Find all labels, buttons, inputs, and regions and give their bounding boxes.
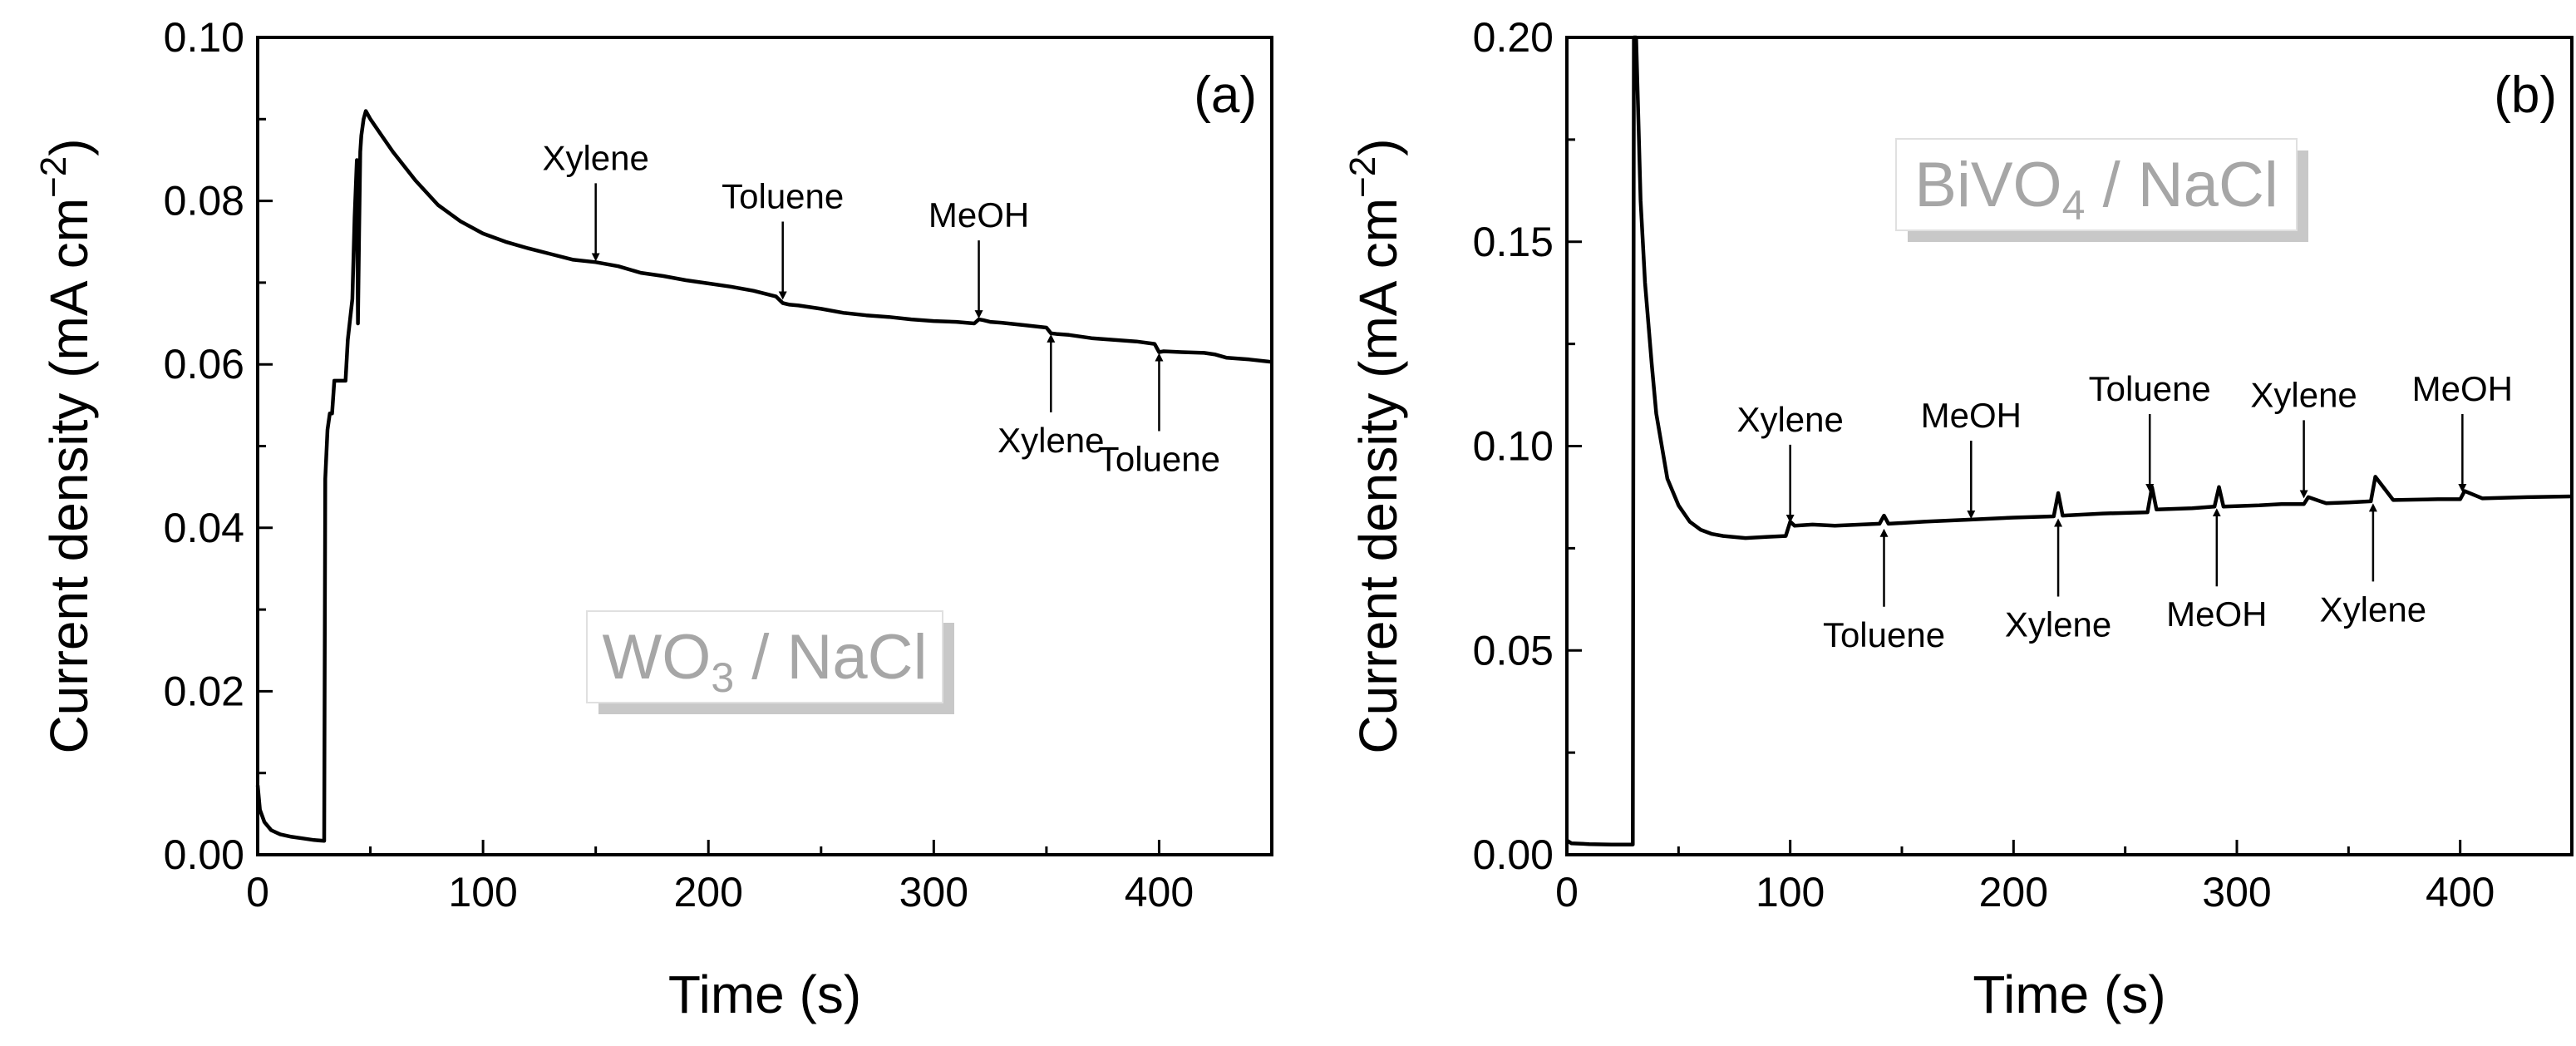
annotation-label: MeOH — [928, 195, 1029, 234]
chart-panel-a: 0 100 200 300 400 0.00 0.02 0.04 0.06 0.08 0.10 WO… — [33, 14, 1273, 1024]
y-tick-label: 0.10 — [164, 14, 244, 61]
axis-ticks: 0 100 200 300 400 0.00 0.05 0.10 0.15 0.20 — [1473, 14, 2574, 915]
annotation-label: MeOH — [2166, 595, 2267, 634]
y-tick-label: 0.20 — [1473, 14, 1554, 61]
annotation-label: Toluene — [1098, 439, 1220, 478]
x-tick-label: 100 — [448, 869, 517, 915]
panel-label: (b) — [2494, 67, 2557, 124]
inset-label-box: WO3 / NaCl — [586, 610, 954, 714]
y-tick-label: 0.05 — [1473, 627, 1554, 673]
inset-background — [1895, 138, 2298, 231]
annotation-label: Toluene — [1823, 615, 1945, 654]
inset-background — [586, 610, 943, 703]
axis-ticks: 0 100 200 300 400 0.00 0.02 0.04 0.06 0.08 0.10 — [164, 14, 1273, 915]
y-tick-label: 0.00 — [1473, 831, 1554, 878]
annotation-label: Toluene — [722, 177, 844, 216]
y-axis-title: Current density (mA cm−2) — [1342, 138, 1408, 753]
x-tick-label: 200 — [674, 869, 743, 915]
x-tick-label: 0 — [246, 869, 269, 915]
annotation-label: Xylene — [542, 138, 648, 177]
x-tick-label: 200 — [1979, 869, 2048, 915]
x-tick-label: 0 — [1555, 869, 1579, 915]
y-tick-label: 0.15 — [1473, 219, 1554, 265]
x-tick-label: 400 — [1125, 869, 1194, 915]
annotation-label: MeOH — [2412, 369, 2513, 408]
x-tick-label: 300 — [899, 869, 968, 915]
y-tick-label: 0.10 — [1473, 423, 1554, 470]
y-tick-label: 0.02 — [164, 668, 244, 714]
x-axis-title: Time (s) — [1973, 965, 2165, 1024]
inset-label-box: BiVO4 / NaCl — [1895, 138, 2308, 242]
x-tick-label: 100 — [1756, 869, 1825, 915]
series-layer — [255, 109, 1273, 843]
annotation-label: Xylene — [1736, 400, 1843, 439]
y-tick-label: 0.08 — [164, 178, 244, 224]
annotation-label: Xylene — [2250, 375, 2357, 414]
annotation-label: Toluene — [2089, 369, 2211, 408]
x-axis-title: Time (s) — [668, 965, 861, 1024]
y-tick-label: 0.00 — [164, 831, 244, 878]
y-tick-label: 0.04 — [164, 505, 244, 551]
inset-text: BiVO4 / NaCl — [1914, 150, 2278, 229]
annotation-label: Xylene — [997, 421, 1104, 460]
annotation-layer: Xylene Toluene MeOH Xylene Toluene MeOH Xylene… — [1736, 369, 2513, 654]
x-tick-label: 300 — [2202, 869, 2271, 915]
y-tick-label: 0.06 — [164, 341, 244, 387]
annotation-label: MeOH — [1921, 396, 2022, 435]
panel-label: (a) — [1194, 67, 1257, 124]
annotation-label: Xylene — [2005, 605, 2111, 644]
y-axis-title: Current density (mA cm−2) — [33, 138, 99, 753]
inset-text: WO3 / NaCl — [603, 622, 928, 701]
series-line-0 — [1565, 35, 2573, 846]
series-line-0 — [255, 109, 1273, 843]
series-layer — [1565, 35, 2573, 846]
x-tick-label: 400 — [2426, 869, 2495, 915]
annotation-label: Xylene — [2320, 590, 2426, 629]
chart-panel-b: 0 100 200 300 400 0.00 0.05 0.10 0.15 0.20 BiVO4 … — [1342, 14, 2574, 1024]
